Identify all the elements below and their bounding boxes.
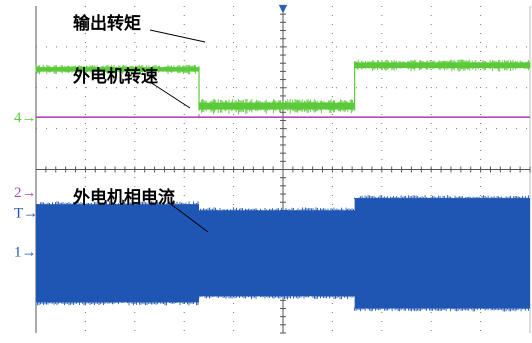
torque-noise xyxy=(354,59,531,72)
label-leader-line xyxy=(149,81,191,109)
label-leader-line xyxy=(167,201,209,233)
phase-current-noise xyxy=(35,201,199,306)
channel-ground-marker: 1→ xyxy=(14,244,37,260)
trace-label-motor-speed: 外电机转速 xyxy=(73,67,158,87)
channel-marker: T→ xyxy=(14,205,38,221)
trace-label-output-torque: 输出转矩 xyxy=(73,14,141,34)
trigger-marker: ▼ xyxy=(279,2,288,15)
torque-noise xyxy=(35,64,199,75)
phase-current-noise xyxy=(354,195,530,312)
phase-current-band xyxy=(36,198,530,309)
channel-ground-marker: 4→ xyxy=(14,110,37,126)
label-leader-line xyxy=(149,29,206,43)
channel-marker: 2→ xyxy=(14,185,37,201)
trace-label-phase-current: 外电机相电流 xyxy=(73,188,175,208)
phase-current-noise xyxy=(198,207,354,300)
